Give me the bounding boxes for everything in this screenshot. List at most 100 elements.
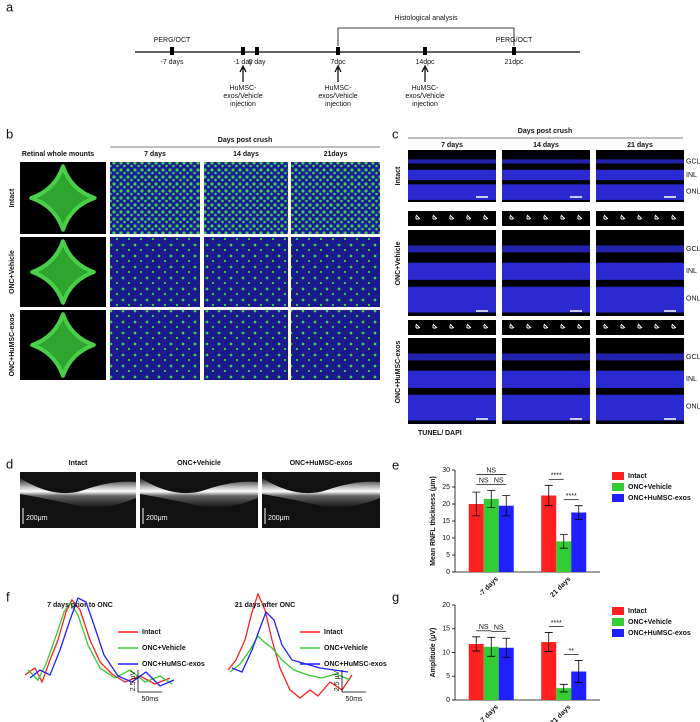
sig-label: NS: [494, 625, 504, 632]
sig-label: NS: [479, 624, 489, 631]
y-tick-label: 5: [446, 673, 450, 680]
image: [291, 310, 380, 380]
layer-band: [596, 353, 684, 361]
panel-label: a: [6, 0, 14, 14]
layer-band: [596, 286, 684, 313]
error-bar: [487, 490, 496, 508]
retina: [29, 164, 97, 232]
timeline-tick: [512, 47, 516, 55]
bar: [468, 504, 484, 572]
retina: [30, 312, 96, 378]
sig-label: ****: [551, 473, 562, 480]
panel-label: e: [392, 457, 399, 472]
legend-swatch: [612, 629, 624, 637]
y-tick-label: 10: [442, 649, 450, 656]
bar: [498, 505, 514, 572]
arrowhead: [449, 214, 455, 220]
image: [204, 237, 288, 307]
arrowhead: [509, 323, 515, 329]
bar: [483, 498, 499, 572]
inset: [408, 211, 496, 226]
bar: [541, 495, 557, 572]
layer-band: [502, 184, 590, 200]
arrow: [334, 64, 342, 82]
inset: [502, 211, 590, 226]
column-header: 14 days: [233, 151, 259, 158]
panel-label: b: [6, 126, 13, 141]
layer-band: [596, 370, 684, 388]
legend-label: Intact: [628, 473, 647, 480]
inset: [502, 320, 590, 335]
arrowhead: [603, 323, 609, 329]
layer-band: [502, 245, 590, 253]
row-label: Intact: [9, 188, 16, 207]
error-bar: [502, 495, 511, 517]
arrowhead: [577, 323, 583, 329]
arrowhead: [466, 214, 472, 220]
legend-swatch: [612, 607, 624, 615]
column-header: 7 days: [441, 142, 463, 149]
legend-label: Intact: [628, 608, 647, 615]
arrowhead: [543, 214, 549, 220]
legend-label: ONC+HuMSC-exos: [628, 630, 691, 637]
layer-band: [502, 262, 590, 280]
layer-band: [502, 169, 590, 181]
y-tick-label: 5: [446, 552, 450, 559]
bar: [556, 541, 572, 572]
image: [291, 162, 380, 234]
arrowhead: [654, 323, 660, 329]
bar: [498, 647, 514, 700]
event-label: 7dpc: [330, 59, 346, 66]
legend-label: ONC+HuMSC-exos: [628, 495, 691, 502]
layer-band: [502, 394, 590, 421]
row-label: ONC+HuMSC-exos: [395, 340, 402, 403]
arrowhead: [671, 214, 677, 220]
layer-band: [596, 184, 684, 200]
arrowhead: [603, 214, 609, 220]
bracket: [337, 27, 515, 46]
plot-title: 7 days prior to ONC: [47, 602, 113, 609]
layer-band: [408, 184, 496, 200]
arrowhead: [671, 323, 677, 329]
injection-label: exos/Vehicle: [405, 93, 444, 100]
timeline-tick: [255, 47, 259, 55]
panel-label: f: [6, 589, 10, 604]
panel-label: d: [6, 456, 13, 471]
layer-label: GCL: [686, 158, 700, 165]
arrow: [239, 64, 247, 82]
legend-swatch: [612, 494, 624, 502]
y-tick-label: 15: [442, 626, 450, 633]
layer-band: [502, 353, 590, 361]
scale-label: 2.5 μV: [130, 670, 137, 691]
y-tick-label: 20: [442, 602, 450, 609]
scale-label: 50ms: [345, 696, 363, 703]
stain-label: TUNEL/: [418, 430, 443, 437]
legend-label: ONC+Vehicle: [628, 484, 672, 491]
arrowhead: [466, 323, 472, 329]
injection-label: injection: [412, 101, 438, 108]
y-tick-label: 20: [442, 501, 450, 508]
bar: [571, 671, 587, 700]
row-label: Intact: [395, 166, 402, 185]
injection-label: injection: [230, 101, 256, 108]
y-tick-label: 0: [446, 697, 450, 704]
column-header: 21 days: [627, 142, 653, 149]
arrowhead: [620, 323, 626, 329]
error-bar: [559, 534, 568, 549]
layer-label: INL: [686, 268, 697, 275]
inset: [596, 320, 684, 335]
image: [204, 162, 288, 234]
event-label: -7 days: [161, 59, 184, 66]
layer-band: [596, 159, 684, 164]
oct-band: [20, 478, 136, 508]
layer-label: ONL: [686, 404, 700, 411]
sig-label: NS: [486, 468, 496, 475]
timeline-tick: [336, 47, 340, 55]
layer-band: [408, 370, 496, 388]
layer-band: [502, 370, 590, 388]
error-bar: [472, 636, 481, 652]
row-label: ONC+HuMSC-exos: [9, 313, 16, 376]
scale-bars: [137, 670, 366, 693]
layer-label: GCL: [686, 246, 700, 253]
